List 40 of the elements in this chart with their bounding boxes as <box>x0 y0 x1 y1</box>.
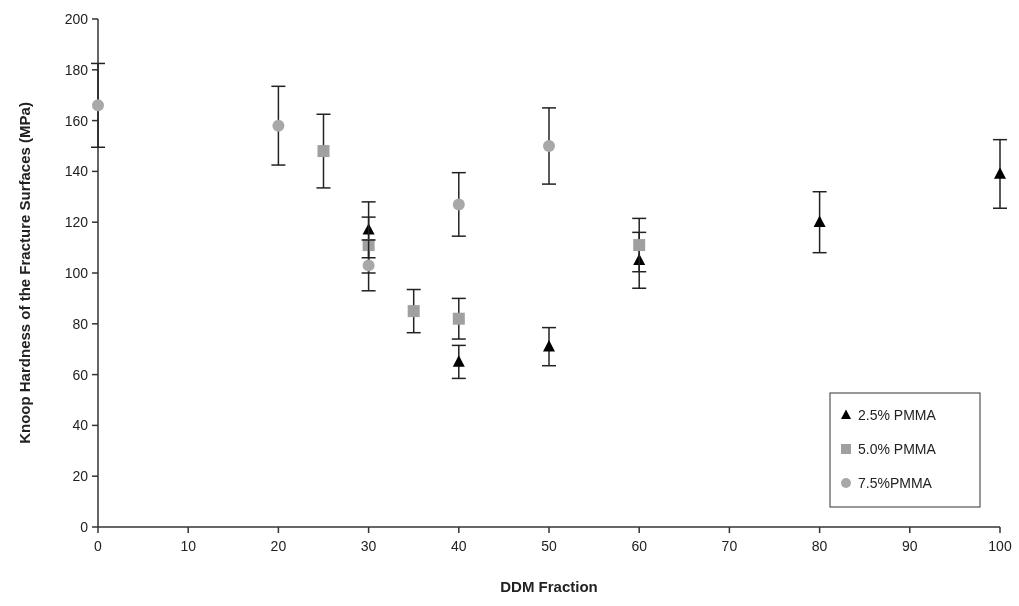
legend-label: 5.0% PMMA <box>858 440 937 457</box>
point <box>452 355 465 367</box>
point <box>407 305 420 318</box>
y-tick-label: 160 <box>64 112 89 129</box>
y-tick-label: 120 <box>64 214 89 231</box>
x-tick-label: 70 <box>721 538 738 554</box>
legend-label: 7.5%PMMA <box>858 474 933 491</box>
x-tick-label: 100 <box>988 538 1012 554</box>
x-tick-label: 50 <box>541 538 557 554</box>
point <box>92 99 104 112</box>
point <box>813 215 826 227</box>
y-tick-label: 60 <box>72 366 89 383</box>
x-tick-label: 90 <box>902 538 918 554</box>
x-axis-title: DDM Fraction <box>500 578 598 595</box>
point <box>543 340 555 352</box>
point <box>362 259 375 272</box>
point <box>543 140 555 152</box>
x-tick-label: 10 <box>180 538 197 554</box>
x-tick-label: 30 <box>360 538 377 554</box>
y-tick-label: 140 <box>64 163 89 180</box>
point <box>272 119 285 132</box>
y-tick-label: 100 <box>64 264 89 281</box>
point <box>994 167 1006 179</box>
point <box>633 239 646 252</box>
y-tick-label: 200 <box>64 10 89 27</box>
x-tick-label: 60 <box>631 538 648 554</box>
point <box>317 145 330 158</box>
x-tick-label: 80 <box>811 538 828 554</box>
y-tick-label: 180 <box>64 61 89 78</box>
y-tick-label: 0 <box>80 518 89 535</box>
x-tick-label: 0 <box>94 538 103 554</box>
y-tick-label: 20 <box>72 468 89 485</box>
y-tick-label: 80 <box>72 315 89 332</box>
y-axis-title: Knoop Hardness of the Fracture Surfaces (MPa) <box>16 102 33 444</box>
legend-label: 2.5% PMMA <box>858 406 937 423</box>
y-tick-label: 40 <box>72 417 89 434</box>
point <box>452 312 465 325</box>
point <box>452 198 465 211</box>
x-tick-label: 40 <box>451 538 467 554</box>
x-tick-label: 20 <box>270 538 287 554</box>
